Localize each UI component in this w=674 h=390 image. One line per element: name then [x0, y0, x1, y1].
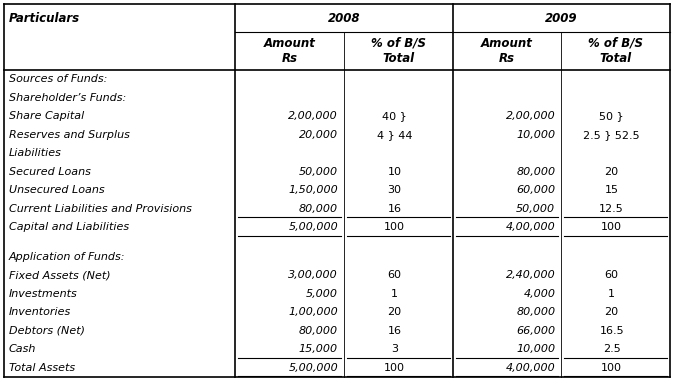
- Text: Amount
Rs: Amount Rs: [481, 37, 533, 65]
- Text: 66,000: 66,000: [516, 326, 555, 336]
- Text: 4,000: 4,000: [523, 289, 555, 299]
- Text: 2.5: 2.5: [603, 344, 621, 355]
- Text: 10,000: 10,000: [516, 130, 555, 140]
- Text: Sources of Funds:: Sources of Funds:: [9, 74, 107, 84]
- Text: 3,00,000: 3,00,000: [288, 270, 338, 280]
- Text: 40 }: 40 }: [382, 111, 406, 121]
- Text: 2,40,000: 2,40,000: [506, 270, 555, 280]
- Text: 16: 16: [388, 204, 402, 214]
- Text: 1: 1: [608, 289, 615, 299]
- Text: % of B/S
Total: % of B/S Total: [371, 37, 426, 65]
- Text: 15: 15: [605, 185, 619, 195]
- Text: Unsecured Loans: Unsecured Loans: [9, 185, 104, 195]
- Text: Investments: Investments: [9, 289, 78, 299]
- Text: 100: 100: [601, 222, 622, 232]
- Text: 100: 100: [384, 222, 405, 232]
- Text: 80,000: 80,000: [299, 204, 338, 214]
- Text: 80,000: 80,000: [299, 326, 338, 336]
- Text: 3: 3: [391, 344, 398, 355]
- Text: 50,000: 50,000: [299, 167, 338, 177]
- Text: Capital and Liabilities: Capital and Liabilities: [9, 222, 129, 232]
- Text: 4,00,000: 4,00,000: [506, 363, 555, 373]
- Text: 60,000: 60,000: [516, 185, 555, 195]
- Text: 5,000: 5,000: [306, 289, 338, 299]
- Text: % of B/S
Total: % of B/S Total: [588, 37, 643, 65]
- Text: 2,00,000: 2,00,000: [506, 111, 555, 121]
- Text: 20,000: 20,000: [299, 130, 338, 140]
- Text: 2.5 } 52.5: 2.5 } 52.5: [584, 130, 640, 140]
- Text: Shareholder’s Funds:: Shareholder’s Funds:: [9, 93, 126, 103]
- Text: 50 }: 50 }: [599, 111, 624, 121]
- Text: Share Capital: Share Capital: [9, 111, 84, 121]
- Text: Application of Funds:: Application of Funds:: [9, 252, 125, 262]
- Text: 80,000: 80,000: [516, 307, 555, 317]
- Text: 100: 100: [384, 363, 405, 373]
- Text: 16.5: 16.5: [599, 326, 624, 336]
- Text: Liabilities: Liabilities: [9, 148, 62, 158]
- Text: 1,50,000: 1,50,000: [288, 185, 338, 195]
- Text: Secured Loans: Secured Loans: [9, 167, 91, 177]
- Text: 20: 20: [605, 307, 619, 317]
- Text: Cash: Cash: [9, 344, 36, 355]
- Text: 100: 100: [601, 363, 622, 373]
- Text: 5,00,000: 5,00,000: [288, 363, 338, 373]
- Text: 20: 20: [605, 167, 619, 177]
- Text: 1,00,000: 1,00,000: [288, 307, 338, 317]
- Text: 20: 20: [388, 307, 402, 317]
- Text: Inventories: Inventories: [9, 307, 71, 317]
- Text: Amount
Rs: Amount Rs: [264, 37, 315, 65]
- Text: Particulars: Particulars: [9, 11, 80, 25]
- Text: 2008: 2008: [328, 11, 361, 25]
- Text: 2009: 2009: [545, 11, 578, 25]
- Text: Reserves and Surplus: Reserves and Surplus: [9, 130, 130, 140]
- Text: Fixed Assets (Net): Fixed Assets (Net): [9, 270, 111, 280]
- Text: 4 } 44: 4 } 44: [377, 130, 412, 140]
- Text: 60: 60: [605, 270, 619, 280]
- Text: Debtors (Net): Debtors (Net): [9, 326, 85, 336]
- Text: 10,000: 10,000: [516, 344, 555, 355]
- Text: 5,00,000: 5,00,000: [288, 222, 338, 232]
- Text: 4,00,000: 4,00,000: [506, 222, 555, 232]
- Text: 16: 16: [388, 326, 402, 336]
- Text: 10: 10: [388, 167, 402, 177]
- Text: 12.5: 12.5: [599, 204, 624, 214]
- Text: 15,000: 15,000: [299, 344, 338, 355]
- Text: Total Assets: Total Assets: [9, 363, 75, 373]
- Text: 60: 60: [388, 270, 402, 280]
- Text: 50,000: 50,000: [516, 204, 555, 214]
- Text: 2,00,000: 2,00,000: [288, 111, 338, 121]
- Text: 30: 30: [388, 185, 402, 195]
- Text: Current Liabilities and Provisions: Current Liabilities and Provisions: [9, 204, 192, 214]
- Text: 80,000: 80,000: [516, 167, 555, 177]
- Text: 1: 1: [391, 289, 398, 299]
